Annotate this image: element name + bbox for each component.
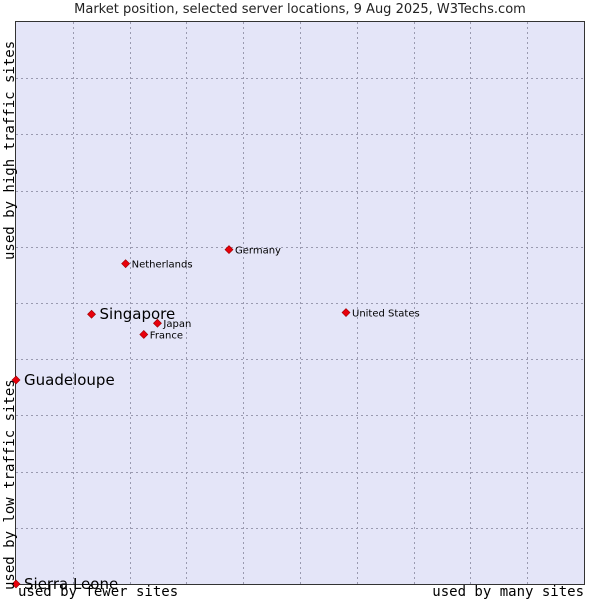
data-point-guadeloupe xyxy=(11,375,21,385)
x-axis-label-high: used by many sites xyxy=(432,584,584,600)
data-label-germany: Germany xyxy=(235,246,281,257)
data-point-france xyxy=(139,330,149,339)
data-point-germany xyxy=(224,245,234,255)
data-point-united-states xyxy=(341,308,351,317)
data-label-france: France xyxy=(150,330,183,341)
data-point-netherlands xyxy=(121,259,131,269)
y-axis-label-high: used by high traffic sites xyxy=(2,40,18,260)
data-point-singapore xyxy=(87,309,96,319)
y-axis-label-low: used by low traffic sites xyxy=(2,379,18,590)
chart-title: Market position, selected server locatio… xyxy=(74,2,526,17)
data-label-singapore: Singapore xyxy=(100,305,176,323)
data-label-sierra-leone: Sierra Leone xyxy=(24,575,118,593)
data-point-japan xyxy=(153,318,162,328)
x-axis-label-low: used by fewer sites xyxy=(18,584,179,600)
data-label-united-states: United States xyxy=(352,309,420,320)
data-label-guadeloupe: Guadeloupe xyxy=(24,371,115,389)
data-point-sierra-leone xyxy=(11,579,21,589)
data-label-netherlands: Netherlands xyxy=(132,260,193,271)
data-label-japan: Japan xyxy=(162,319,191,330)
